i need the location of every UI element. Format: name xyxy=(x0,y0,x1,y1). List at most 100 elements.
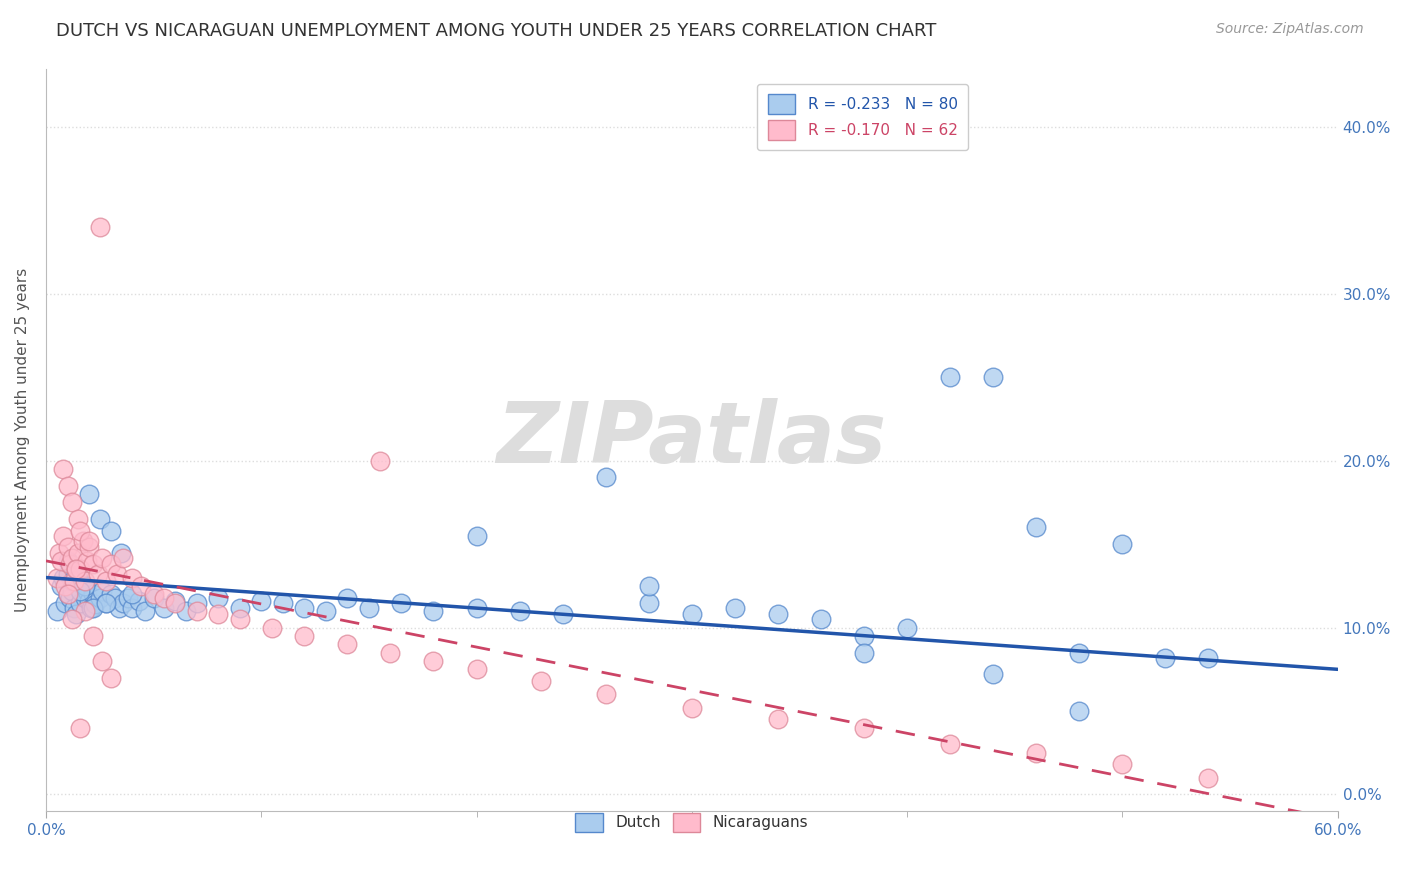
Point xyxy=(465,529,488,543)
Point xyxy=(77,533,100,548)
Point xyxy=(336,637,359,651)
Point xyxy=(465,600,488,615)
Point xyxy=(260,621,283,635)
Point xyxy=(1069,704,1091,718)
Point xyxy=(153,591,176,605)
Point xyxy=(100,524,122,538)
Point xyxy=(1111,537,1133,551)
Point xyxy=(56,541,79,555)
Point xyxy=(142,587,165,601)
Text: ZIPatlas: ZIPatlas xyxy=(496,399,887,482)
Point xyxy=(84,597,107,611)
Point xyxy=(117,591,139,605)
Point xyxy=(60,495,83,509)
Point xyxy=(60,574,83,588)
Point xyxy=(91,550,114,565)
Point xyxy=(76,554,98,568)
Point xyxy=(896,621,918,635)
Point xyxy=(121,570,143,584)
Point xyxy=(128,594,150,608)
Point xyxy=(69,596,91,610)
Point xyxy=(292,600,315,615)
Point xyxy=(810,612,832,626)
Point xyxy=(1025,746,1047,760)
Point xyxy=(153,600,176,615)
Point xyxy=(73,574,96,588)
Point xyxy=(110,545,132,559)
Point xyxy=(65,607,87,622)
Point xyxy=(766,712,789,726)
Point xyxy=(292,629,315,643)
Point xyxy=(73,591,96,605)
Point xyxy=(60,612,83,626)
Point xyxy=(86,567,108,582)
Legend: Dutch, Nicaraguans: Dutch, Nicaraguans xyxy=(564,800,821,845)
Point xyxy=(165,594,187,608)
Point xyxy=(72,579,94,593)
Point xyxy=(96,574,118,588)
Point xyxy=(981,370,1004,384)
Point xyxy=(1111,757,1133,772)
Point xyxy=(96,596,118,610)
Point xyxy=(134,604,156,618)
Point xyxy=(53,579,76,593)
Point xyxy=(637,596,659,610)
Point xyxy=(530,673,553,688)
Point xyxy=(77,487,100,501)
Point xyxy=(228,600,250,615)
Text: Source: ZipAtlas.com: Source: ZipAtlas.com xyxy=(1216,22,1364,37)
Point xyxy=(551,607,574,622)
Point xyxy=(380,646,402,660)
Point xyxy=(681,700,703,714)
Point xyxy=(207,607,229,622)
Point xyxy=(52,462,75,476)
Y-axis label: Unemployment Among Youth under 25 years: Unemployment Among Youth under 25 years xyxy=(15,268,30,612)
Point xyxy=(67,570,90,584)
Point xyxy=(80,600,103,615)
Point xyxy=(65,562,87,576)
Point xyxy=(96,596,118,610)
Point xyxy=(59,591,82,605)
Point xyxy=(509,604,531,618)
Point xyxy=(939,370,962,384)
Point xyxy=(315,604,337,618)
Text: DUTCH VS NICARAGUAN UNEMPLOYMENT AMONG YOUTH UNDER 25 YEARS CORRELATION CHART: DUTCH VS NICARAGUAN UNEMPLOYMENT AMONG Y… xyxy=(56,22,936,40)
Point xyxy=(1198,771,1220,785)
Point xyxy=(60,550,83,565)
Point xyxy=(1025,520,1047,534)
Point xyxy=(853,721,876,735)
Point xyxy=(595,687,617,701)
Point xyxy=(105,567,128,582)
Point xyxy=(56,479,79,493)
Point xyxy=(63,574,86,588)
Point xyxy=(45,604,67,618)
Point xyxy=(724,600,747,615)
Point xyxy=(56,554,79,568)
Point xyxy=(853,629,876,643)
Point xyxy=(766,607,789,622)
Point xyxy=(186,604,208,618)
Point xyxy=(465,662,488,676)
Point xyxy=(104,591,127,605)
Point xyxy=(89,591,111,605)
Point xyxy=(56,587,79,601)
Point xyxy=(89,512,111,526)
Point xyxy=(357,600,380,615)
Point xyxy=(100,587,122,601)
Point xyxy=(65,562,87,576)
Point xyxy=(174,604,197,618)
Point xyxy=(52,570,75,584)
Point xyxy=(336,591,359,605)
Point xyxy=(112,596,135,610)
Point xyxy=(422,654,444,668)
Point xyxy=(121,600,143,615)
Point xyxy=(82,600,104,615)
Point xyxy=(91,654,114,668)
Point xyxy=(228,612,250,626)
Point xyxy=(981,667,1004,681)
Point xyxy=(368,453,391,467)
Point xyxy=(53,596,76,610)
Point xyxy=(91,583,114,598)
Point xyxy=(69,583,91,598)
Point xyxy=(59,557,82,571)
